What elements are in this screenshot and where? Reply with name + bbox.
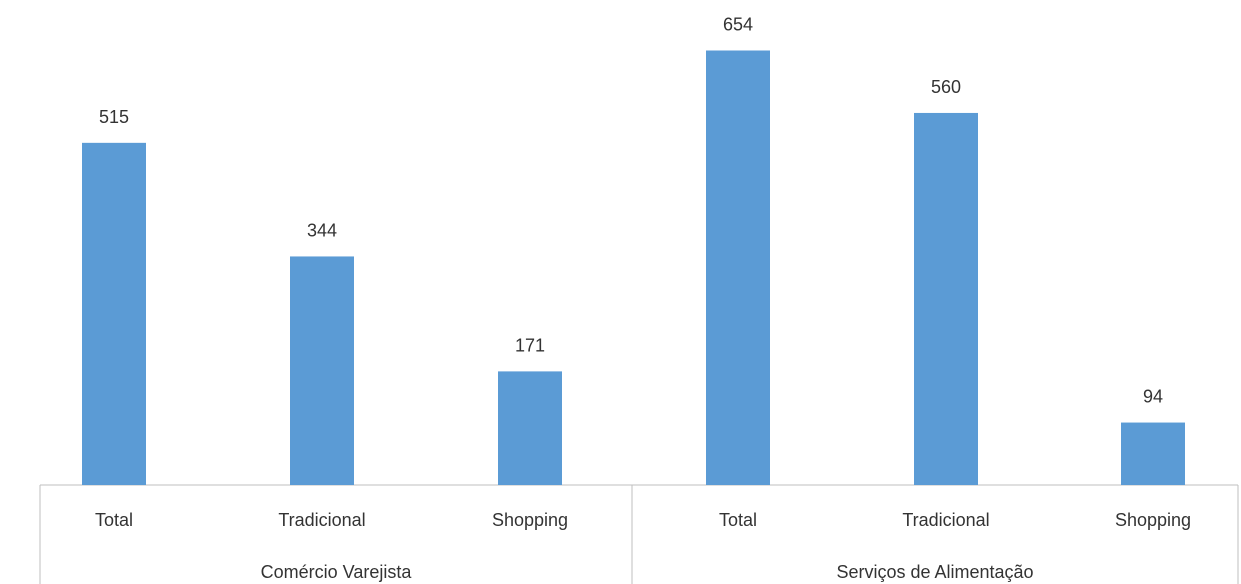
data-label: 171	[515, 335, 545, 355]
category-label: Total	[95, 510, 133, 530]
data-label: 654	[723, 14, 753, 34]
data-label: 344	[307, 220, 337, 240]
bar	[82, 142, 146, 485]
bar	[914, 112, 978, 486]
category-label: Total	[719, 510, 757, 530]
data-label: 560	[931, 77, 961, 97]
data-label: 94	[1143, 387, 1163, 407]
category-label: Tradicional	[902, 510, 989, 530]
group-label: Comércio Varejista	[261, 562, 413, 582]
bar	[706, 50, 770, 485]
bar	[290, 256, 354, 485]
bar	[498, 371, 562, 485]
group-label: Serviços de Alimentação	[836, 562, 1033, 582]
category-label: Shopping	[492, 510, 568, 530]
data-label: 515	[99, 107, 129, 127]
bar	[1121, 422, 1185, 485]
category-label: Tradicional	[278, 510, 365, 530]
category-label: Shopping	[1115, 510, 1191, 530]
